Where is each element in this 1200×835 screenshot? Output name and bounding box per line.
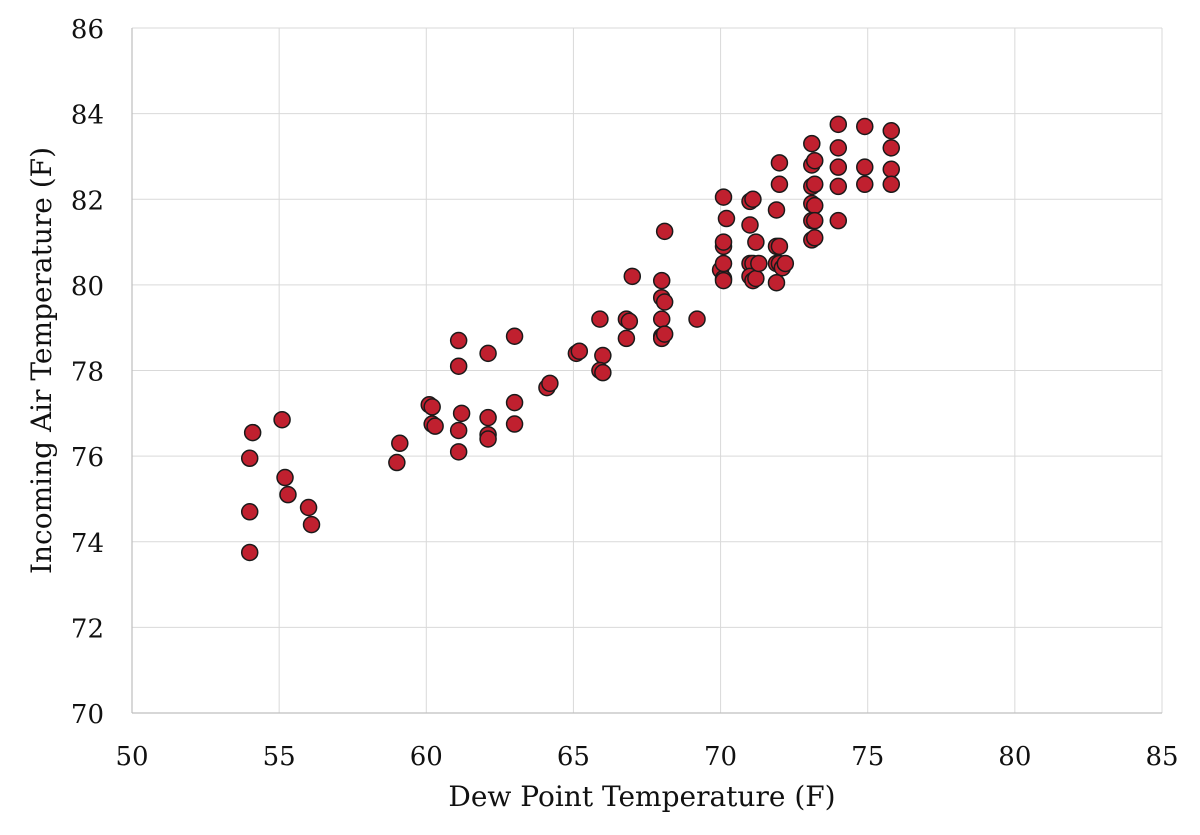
y-tick-label: 82 (71, 186, 104, 216)
y-tick-label: 84 (71, 101, 104, 131)
data-point (594, 363, 612, 382)
x-tick-label: 70 (704, 742, 737, 772)
data-point (240, 503, 259, 521)
data-point (623, 267, 642, 286)
data-point (882, 175, 901, 194)
y-tick-label: 86 (71, 15, 104, 45)
x-tick-label: 55 (263, 742, 296, 772)
data-point (882, 160, 901, 179)
data-point (829, 115, 848, 134)
tick-labels: 50 55 60 65 70 75 80 85 70 72 74 76 78 80 82 84 86 (71, 15, 1179, 772)
data-point (479, 408, 497, 427)
data-point (714, 254, 733, 273)
y-tick-label: 78 (71, 358, 104, 388)
data-point (388, 453, 406, 472)
data-point (770, 154, 789, 172)
data-point (243, 423, 262, 442)
data-point (856, 175, 874, 194)
data-point (829, 158, 848, 176)
y-axis-title: Incoming Air Temperature (F) (25, 147, 58, 574)
data-point (449, 357, 468, 375)
data-point (505, 327, 524, 345)
data-point (423, 398, 441, 416)
x-tick-label: 80 (998, 742, 1031, 772)
data-point (655, 293, 674, 311)
data-point (505, 393, 524, 412)
data-point (276, 468, 294, 487)
y-tick-label: 76 (71, 443, 104, 473)
data-point (714, 271, 733, 290)
data-point (652, 271, 671, 290)
data-point (591, 310, 609, 328)
data-point (829, 211, 848, 230)
data-point (279, 485, 297, 504)
data-point (770, 237, 789, 256)
data-point (805, 175, 824, 194)
data-point (391, 434, 409, 453)
x-tick-label: 50 (115, 742, 148, 772)
data-point (856, 158, 874, 176)
data-point (805, 151, 824, 170)
data-point (449, 443, 468, 461)
data-point (570, 342, 589, 360)
data-point (776, 254, 795, 273)
data-points (240, 115, 901, 562)
data-point (882, 122, 901, 140)
y-tick-label: 70 (71, 700, 104, 730)
data-point (767, 201, 786, 219)
data-point (805, 211, 824, 230)
data-point (479, 430, 497, 448)
data-point (426, 417, 444, 435)
data-point (744, 190, 762, 208)
data-point (594, 346, 612, 365)
data-point (620, 312, 639, 331)
data-point (655, 222, 674, 241)
data-point (805, 229, 824, 247)
data-point (302, 515, 321, 534)
x-tick-label: 60 (410, 742, 443, 772)
x-tick-label: 85 (1145, 742, 1178, 772)
data-point (803, 134, 821, 153)
data-point (652, 310, 671, 328)
data-point (856, 117, 874, 136)
data-point (829, 139, 848, 157)
data-point (273, 410, 291, 429)
data-point (541, 374, 559, 393)
data-point (805, 196, 824, 215)
axes (131, 28, 1162, 714)
data-point (240, 543, 259, 562)
data-point (688, 310, 706, 328)
data-point (741, 216, 759, 234)
data-point (747, 269, 765, 288)
data-point (617, 329, 636, 348)
data-point (767, 273, 786, 292)
data-point (655, 325, 674, 343)
y-tick-label: 74 (71, 529, 104, 559)
data-point (449, 421, 468, 440)
data-point (449, 331, 468, 350)
data-point (717, 209, 736, 228)
data-point (714, 233, 733, 251)
y-tick-label: 72 (71, 614, 104, 644)
data-point (299, 498, 318, 517)
x-tick-label: 65 (557, 742, 590, 772)
data-point (240, 449, 259, 468)
data-point (747, 233, 765, 251)
data-point (770, 175, 789, 194)
data-point (882, 139, 901, 157)
gridlines (131, 27, 1163, 714)
data-point (452, 404, 471, 423)
data-point (714, 188, 733, 206)
y-tick-label: 80 (71, 272, 104, 302)
data-point (829, 177, 848, 196)
x-tick-label: 75 (851, 742, 884, 772)
data-point (479, 344, 497, 363)
data-point (505, 415, 524, 433)
x-axis-title: Dew Point Temperature (F) (448, 780, 835, 813)
data-point (750, 254, 768, 273)
